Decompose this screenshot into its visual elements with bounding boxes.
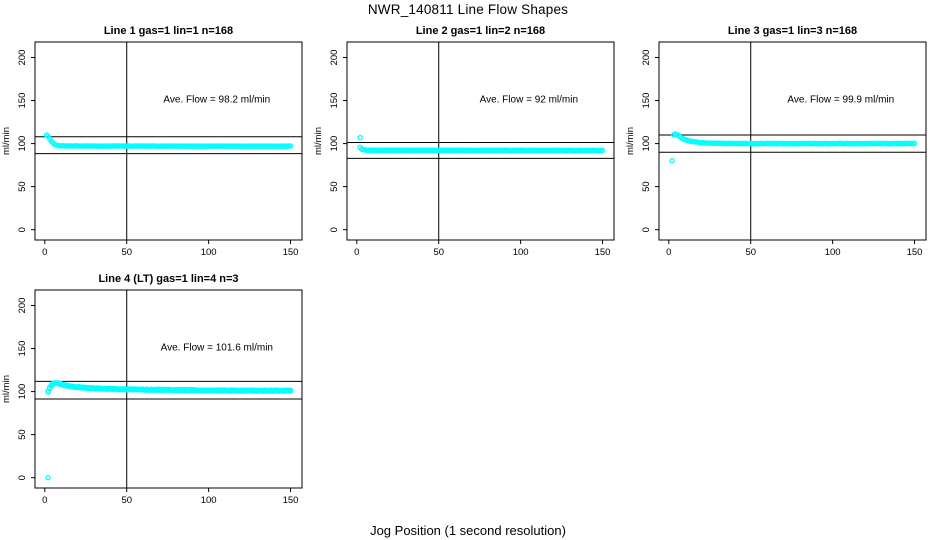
x-tick-label: 100 <box>201 495 217 506</box>
x-tick-label: 0 <box>42 495 47 506</box>
line2-chart-svg: Line 2 gas=1 lin=2 n=168 0 50 100 150 0 50 100 1… <box>313 25 615 258</box>
x-tick-label: 150 <box>283 495 299 506</box>
x-axis-label: Jog Position (1 second resolution) <box>370 523 566 538</box>
flow-points <box>43 132 294 150</box>
x-tick-label: 150 <box>907 247 923 258</box>
y-tick-label: 150 <box>329 93 340 109</box>
y-tick-label: 150 <box>17 93 28 109</box>
plot-box <box>34 289 303 489</box>
x-tick-label: 100 <box>825 247 841 258</box>
y-tick-label: 150 <box>641 93 652 109</box>
x-tick-label: 0 <box>354 247 359 258</box>
y-tick-label: 0 <box>641 227 652 232</box>
line1-chart: Line 1 gas=1 lin=1 n=168 0 50 100 150 0 50 100 1… <box>0 22 312 270</box>
plot-box <box>346 41 615 241</box>
panel-title: Line 2 gas=1 lin=2 n=168 <box>416 25 545 37</box>
y-tick-label: 50 <box>17 429 28 440</box>
y-axis-label: ml/min <box>1 127 12 155</box>
ave-flow-annotation: Ave. Flow = 92 ml/min <box>480 94 578 105</box>
flow-points <box>45 380 294 481</box>
y-tick-label: 50 <box>329 181 340 192</box>
y-tick-label: 100 <box>329 136 340 152</box>
y-tick-label: 100 <box>641 136 652 152</box>
line3-chart: Line 3 gas=1 lin=3 n=168 0 50 100 150 0 50 100 1… <box>624 22 936 270</box>
x-tick-label: 150 <box>283 247 299 258</box>
panel-title: Line 3 gas=1 lin=3 n=168 <box>728 25 857 37</box>
y-tick-label: 150 <box>17 341 28 357</box>
empty-cell-2 <box>624 270 936 518</box>
panel-title: Line 1 gas=1 lin=1 n=168 <box>104 25 233 37</box>
x-tick-label: 50 <box>121 247 132 258</box>
y-tick-label: 200 <box>17 298 28 314</box>
flow-points <box>669 131 918 164</box>
y-tick-label: 50 <box>641 181 652 192</box>
y-tick-label: 200 <box>641 50 652 66</box>
line1-chart-svg: Line 1 gas=1 lin=1 n=168 0 50 100 150 0 50 100 1… <box>1 25 303 258</box>
empty-cell-1 <box>312 270 624 518</box>
outlier-point <box>357 134 363 141</box>
x-tick-label: 50 <box>433 247 444 258</box>
y-axis-label: ml/min <box>313 127 324 155</box>
y-tick-label: 100 <box>17 136 28 152</box>
x-tick-label: 50 <box>121 495 132 506</box>
x-tick-label: 100 <box>513 247 529 258</box>
y-tick-label: 0 <box>17 227 28 232</box>
line4-chart-svg: Line 4 (LT) gas=1 lin=4 n=3 0 50 100 150 0 50 1… <box>1 273 303 506</box>
ave-flow-annotation: Ave. Flow = 101.6 ml/min <box>161 342 273 353</box>
outlier-point <box>669 158 675 164</box>
x-tick-label: 100 <box>201 247 217 258</box>
y-tick-label: 0 <box>17 475 28 480</box>
x-tick-label: 0 <box>666 247 671 258</box>
outlier-point <box>45 474 51 481</box>
y-tick-label: 100 <box>17 384 28 400</box>
ave-flow-annotation: Ave. Flow = 99.9 ml/min <box>787 94 894 105</box>
x-tick-label: 50 <box>745 247 756 258</box>
panel-title: Line 4 (LT) gas=1 lin=4 n=3 <box>98 273 238 285</box>
y-tick-label: 0 <box>329 227 340 232</box>
x-tick-label: 0 <box>42 247 47 258</box>
subplot-grid: Line 1 gas=1 lin=1 n=168 0 50 100 150 0 50 100 1… <box>0 22 936 518</box>
line4-chart: Line 4 (LT) gas=1 lin=4 n=3 0 50 100 150 0 50 1… <box>0 270 312 518</box>
plot-box <box>658 41 927 241</box>
ave-flow-annotation: Ave. Flow = 98.2 ml/min <box>163 94 270 105</box>
line3-chart-svg: Line 3 gas=1 lin=3 n=168 0 50 100 150 0 50 100 1… <box>625 25 927 258</box>
y-axis-label: ml/min <box>1 375 12 403</box>
y-tick-label: 50 <box>17 181 28 192</box>
flow-points <box>357 134 606 154</box>
figure-title: NWR_140811 Line Flow Shapes <box>367 2 569 17</box>
line2-chart: Line 2 gas=1 lin=2 n=168 0 50 100 150 0 50 100 1… <box>312 22 624 270</box>
y-tick-label: 200 <box>17 50 28 66</box>
plot-box <box>34 41 303 241</box>
y-tick-label: 200 <box>329 50 340 66</box>
x-tick-label: 150 <box>595 247 611 258</box>
y-axis-label: ml/min <box>625 127 636 155</box>
